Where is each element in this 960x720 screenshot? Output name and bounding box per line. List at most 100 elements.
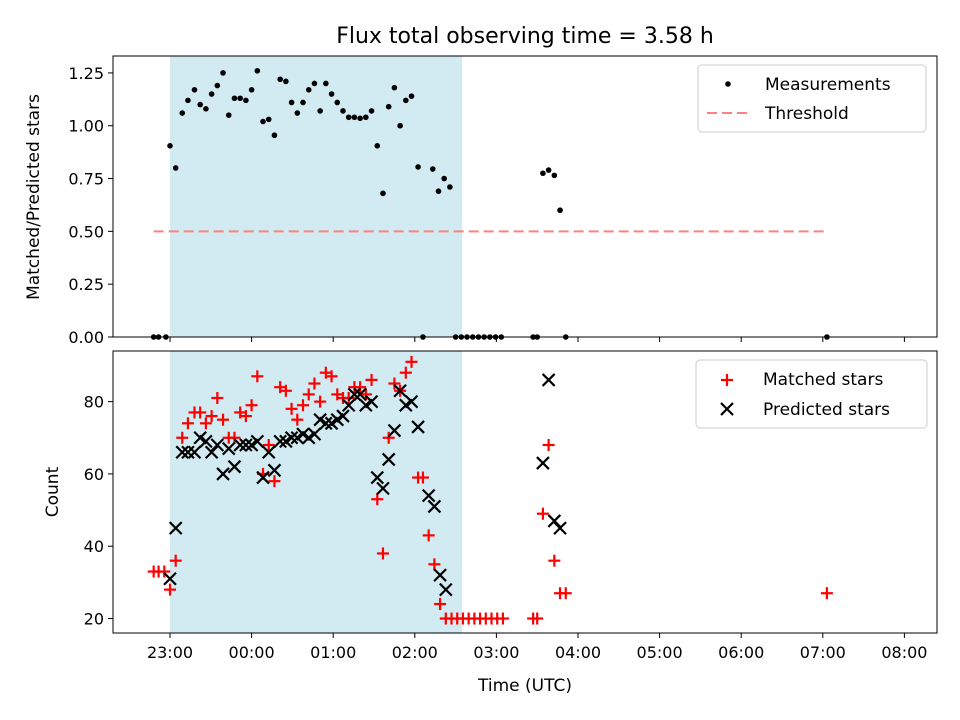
y-tick-label: 60: [84, 465, 104, 484]
matched-star-point: [342, 392, 355, 404]
measurement-point: [288, 99, 295, 106]
matched-star-point: [291, 413, 304, 426]
predicted-star-point: [376, 481, 390, 496]
predicted-star-point: [421, 488, 436, 503]
top-plot-frame: [112, 55, 938, 338]
matched-star-point: [416, 471, 429, 484]
measurement-point: [243, 97, 249, 104]
measurement-point: [403, 97, 409, 104]
top-title: Flux total observing time = 3.58 h: [336, 24, 714, 49]
measurement-point: [225, 112, 232, 118]
predicted-star-point: [233, 438, 247, 452]
matched-star-point: [422, 529, 435, 542]
matched-star-point: [428, 558, 441, 571]
matched-star-point: [268, 475, 281, 488]
matched-star-point: [239, 410, 252, 423]
matched-star-point: [325, 370, 338, 383]
predicted-star-point: [175, 445, 190, 460]
matched-star-point: [496, 612, 509, 625]
matched-star-point: [434, 598, 447, 611]
measurement-point: [248, 87, 255, 93]
measurement-point: [254, 67, 261, 74]
measurement-point: [357, 115, 363, 122]
measurement-point: [300, 99, 306, 106]
measurement-point: [380, 190, 386, 197]
y-tick-label: 20: [84, 610, 104, 629]
measurement-point: [311, 80, 318, 87]
matched-star-point: [376, 547, 389, 560]
x-tick-label: 02:00: [392, 643, 438, 662]
measurement-point: [397, 122, 403, 129]
predicted-star-point: [210, 438, 225, 452]
measurement-point: [557, 207, 563, 214]
predicted-star-point: [187, 445, 202, 460]
matched-star-point: [548, 554, 561, 567]
measurement-point: [441, 175, 447, 182]
matched-star-point: [211, 392, 224, 404]
predicted-star-point: [267, 463, 282, 478]
matched-star-point: [314, 395, 327, 408]
legend-matched-label: Matched stars: [763, 370, 883, 390]
bottom-y-ticks: 20 40 60 80: [84, 393, 113, 629]
predicted-star-point: [439, 582, 453, 597]
legend-measurements-marker: [725, 81, 731, 87]
matched-star-point: [262, 439, 275, 451]
matched-star-point: [820, 587, 833, 600]
top-panel: 0.00 0.25 0.50 0.75 1.00 1.25 Flux total obse…: [24, 24, 938, 347]
predicted-star-point: [393, 383, 407, 398]
y-tick-label: 0.00: [68, 328, 104, 347]
predicted-star-point: [411, 420, 425, 434]
top-legend: Measurements Threshold: [697, 64, 927, 133]
measurement-point: [203, 106, 209, 112]
measurement-point: [172, 165, 179, 171]
measurement-point: [334, 99, 341, 106]
x-tick-label: 05:00: [637, 643, 683, 662]
predicted-star-point: [256, 470, 270, 485]
y-tick-label: 1.25: [68, 64, 104, 83]
legend-threshold-label: Threshold: [764, 104, 849, 124]
bottom-shaded-span: [170, 351, 463, 633]
x-tick-label: 03:00: [473, 643, 519, 662]
predicted-star-point: [347, 387, 362, 402]
predicted-star-point: [319, 416, 333, 431]
legend-predicted-label: Predicted stars: [763, 400, 890, 420]
x-tick-label: 08:00: [881, 643, 927, 662]
predicted-star-point: [341, 398, 356, 413]
matched-star-point: [354, 381, 367, 394]
matched-star-point: [194, 406, 207, 419]
measurement-point: [214, 82, 221, 89]
predicted-star-point: [273, 434, 287, 449]
measurement-point: [540, 170, 546, 177]
matched-star-point: [405, 355, 418, 368]
matched-star-point: [297, 399, 310, 412]
measurement-point: [179, 110, 186, 116]
predicted-star-point: [353, 387, 367, 402]
measurement-point: [271, 132, 278, 139]
matched-star-point: [371, 493, 384, 506]
matched-star-point: [531, 612, 544, 625]
bottom-ylabel: Count: [43, 466, 63, 517]
predicted-star-point: [168, 521, 183, 535]
measurement-point: [283, 78, 289, 85]
count-points: [147, 355, 833, 625]
bottom-xlabel: Time (UTC): [477, 676, 572, 696]
predicted-star-point: [199, 434, 213, 449]
predicted-star-point: [536, 456, 550, 470]
matched-star-point: [251, 370, 264, 383]
measurement-point: [374, 142, 381, 149]
legend-matched-marker: [721, 374, 733, 386]
predicted-star-point: [541, 373, 556, 387]
x-tick-label: 00:00: [229, 643, 275, 662]
matched-star-point: [536, 507, 549, 520]
measurement-point: [265, 116, 272, 123]
predicted-star-point: [261, 445, 276, 460]
measurement-point: [551, 172, 558, 179]
matched-star-point: [199, 417, 212, 430]
measurement-point: [317, 108, 323, 114]
measurement-point: [340, 108, 346, 114]
matched-star-point: [542, 439, 555, 451]
bottom-panel: 20 40 60 80 23:00 00:00 01:00 02:00 03:00 04:00 0…: [43, 350, 938, 696]
measurement-point: [167, 142, 173, 149]
matched-star-point: [359, 388, 372, 401]
